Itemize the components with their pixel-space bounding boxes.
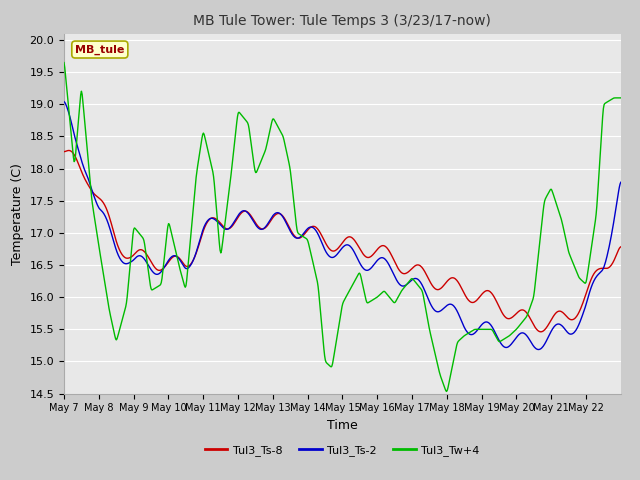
Title: MB Tule Tower: Tule Temps 3 (3/23/17-now): MB Tule Tower: Tule Temps 3 (3/23/17-now… — [193, 14, 492, 28]
X-axis label: Time: Time — [327, 419, 358, 432]
Y-axis label: Temperature (C): Temperature (C) — [11, 163, 24, 264]
Text: MB_tule: MB_tule — [75, 44, 125, 55]
Legend: Tul3_Ts-8, Tul3_Ts-2, Tul3_Tw+4: Tul3_Ts-8, Tul3_Ts-2, Tul3_Tw+4 — [201, 440, 484, 460]
